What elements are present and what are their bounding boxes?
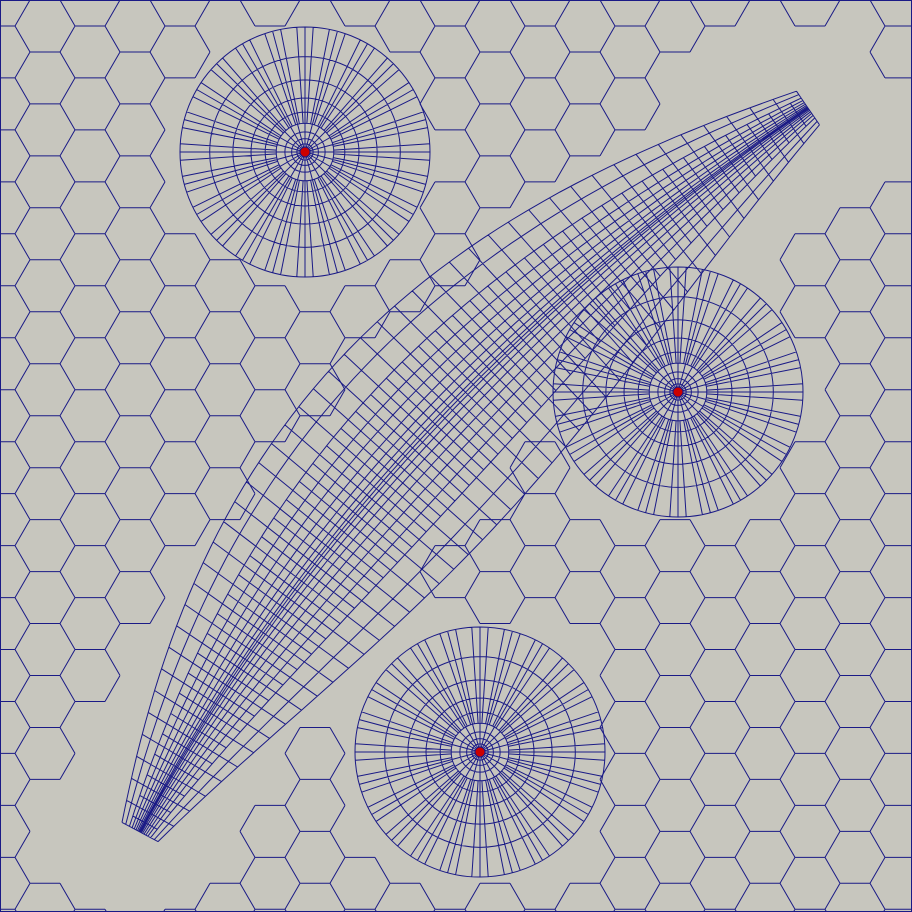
wells (299, 146, 684, 758)
fracture-mesh (121, 90, 820, 843)
well (299, 146, 311, 158)
well (474, 746, 486, 758)
well (672, 386, 684, 398)
